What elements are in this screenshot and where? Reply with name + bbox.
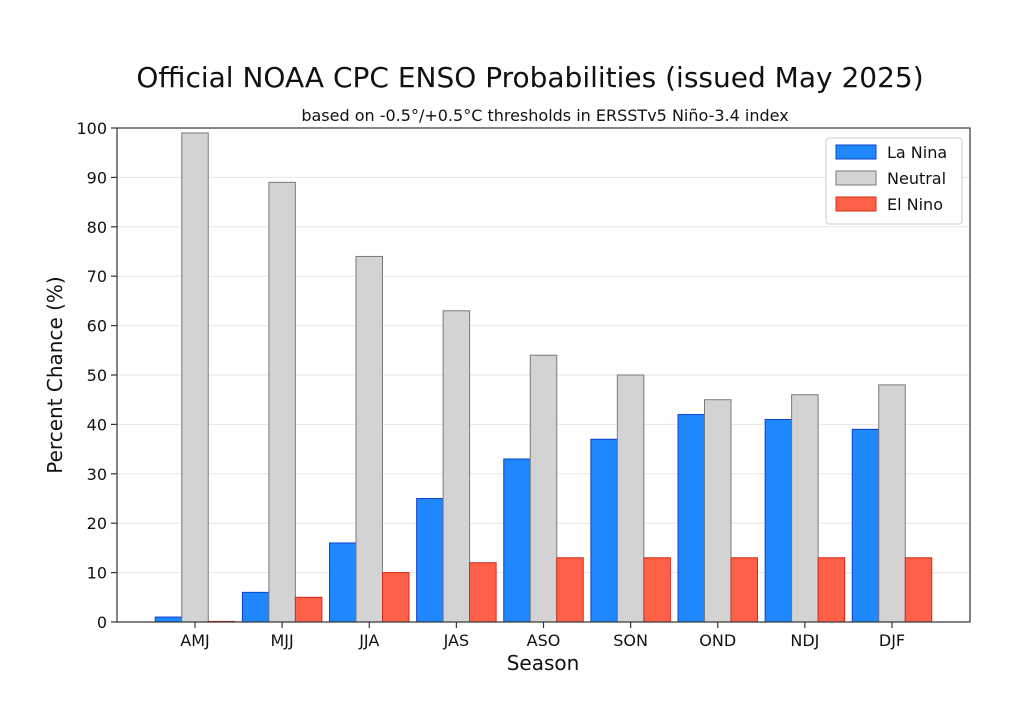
x-tick-label: JAS — [443, 631, 470, 650]
bar-el-nino-ond — [730, 557, 758, 623]
y-tick-label: 40 — [87, 415, 107, 434]
bar-la-nina-mjj — [241, 591, 270, 623]
bar-la-nina-djf — [851, 428, 880, 623]
y-tick-label: 30 — [87, 465, 107, 484]
x-tick-label: NDJ — [790, 631, 819, 650]
bar-neutral-amj — [181, 132, 209, 623]
bar-el-nino-ndj — [817, 557, 846, 623]
legend-swatch-la-nina — [835, 144, 877, 160]
y-tick-label: 100 — [76, 119, 107, 138]
y-tick-label: 50 — [87, 366, 107, 385]
bar-el-nino-jas — [469, 562, 497, 623]
y-tick-label: 20 — [87, 514, 107, 533]
y-tick-label: 90 — [87, 168, 107, 187]
x-tick-label: AMJ — [180, 631, 209, 650]
y-tick-label: 70 — [87, 267, 107, 286]
y-tick-label: 80 — [87, 218, 107, 237]
bar-neutral-ndj — [791, 394, 819, 623]
bar-la-nina-ond — [677, 414, 705, 623]
bar-el-nino-aso — [556, 557, 584, 623]
chart-title: Official NOAA CPC ENSO Probabilities (is… — [136, 61, 923, 94]
bar-la-nina-amj — [154, 616, 183, 623]
legend-swatch-el-nino — [835, 196, 877, 212]
y-axis-label: Percent Chance (%) — [43, 276, 67, 473]
bar-la-nina-jas — [416, 498, 444, 623]
bars — [154, 132, 933, 623]
bar-el-nino-jja — [382, 572, 410, 623]
bar-la-nina-jja — [329, 542, 357, 623]
bar-la-nina-son — [590, 438, 618, 623]
x-tick-label: OND — [699, 631, 736, 650]
legend-label-neutral: Neutral — [887, 169, 946, 188]
y-tick-label: 10 — [87, 564, 107, 583]
y-axis-ticks: 0 10 20 30 40 50 60 70 80 90 100 — [76, 119, 117, 632]
bar-la-nina-ndj — [764, 418, 793, 623]
bar-el-nino-djf — [904, 557, 933, 623]
chart-subtitle: based on -0.5°/+0.5°C thresholds in ERSS… — [301, 106, 788, 125]
y-tick-label: 60 — [87, 317, 107, 336]
legend-swatch-neutral — [835, 170, 877, 186]
bar-la-nina-aso — [503, 458, 531, 623]
y-tick-label: 0 — [97, 613, 107, 632]
legend-label-el-nino: El Nino — [887, 195, 943, 214]
bar-el-nino-mjj — [294, 596, 323, 623]
x-axis-ticks: AMJ MJJ JJA JAS ASO SON OND NDJ DJF — [180, 622, 905, 650]
bar-neutral-mjj — [268, 181, 296, 623]
bar-el-nino-son — [643, 557, 671, 623]
x-axis-label: Season — [507, 651, 580, 675]
bar-neutral-djf — [878, 384, 906, 623]
x-tick-label: MJJ — [271, 631, 294, 650]
bar-neutral-son — [616, 374, 645, 623]
x-tick-label: SON — [613, 631, 648, 650]
x-tick-label: JJA — [358, 631, 379, 650]
bar-neutral-jas — [442, 310, 471, 623]
bar-neutral-jja — [355, 255, 383, 623]
legend: La Nina Neutral El Nino — [825, 137, 963, 225]
x-tick-label: DJF — [879, 631, 905, 650]
x-tick-label: ASO — [527, 631, 561, 650]
legend-label-la-nina: La Nina — [887, 143, 947, 162]
bar-neutral-ond — [704, 399, 732, 623]
bar-neutral-aso — [529, 354, 558, 623]
